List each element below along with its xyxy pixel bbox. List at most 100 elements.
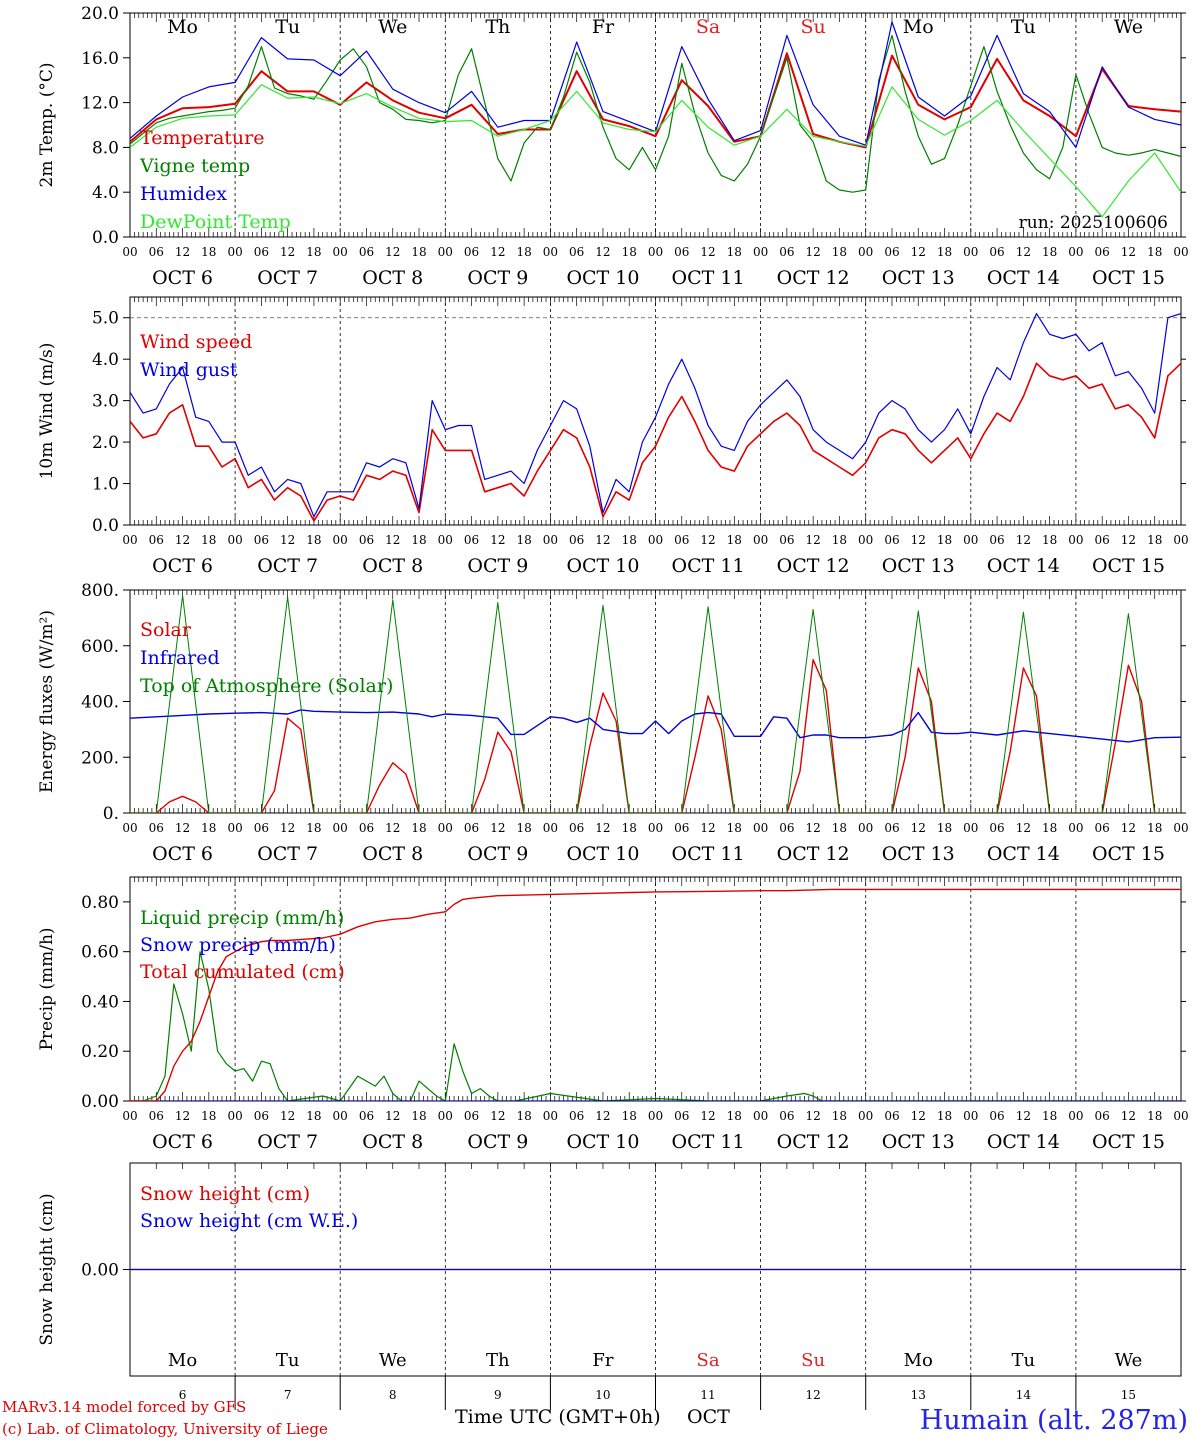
hour-tick-label: 00 (1068, 821, 1083, 835)
hour-tick-label: 00 (1068, 245, 1083, 259)
hour-tick-label: 06 (569, 533, 584, 547)
legend-entry: Infrared (140, 647, 220, 669)
date-label: OCT 6 (152, 843, 213, 865)
hour-tick-label: 18 (1147, 533, 1162, 547)
y-tick-label: 0.80 (81, 893, 119, 913)
day-name-label: Su (801, 16, 826, 38)
hour-tick-label: 06 (464, 533, 479, 547)
hour-tick-label: 00 (438, 821, 453, 835)
hour-tick-label: 06 (1095, 533, 1110, 547)
series-line-infrared (130, 709, 1181, 743)
hour-tick-label: 18 (727, 1109, 742, 1123)
series-line-vigne-temp (130, 34, 1181, 193)
x-axis-month: OCT (687, 1406, 730, 1428)
hour-tick-label: 18 (201, 1109, 216, 1123)
hour-tick-label: 00 (1068, 1109, 1083, 1123)
hour-tick-label: 00 (543, 821, 558, 835)
day-name-label: We (1114, 16, 1143, 38)
hour-tick-label: 12 (700, 533, 715, 547)
hour-tick-label: 00 (858, 821, 873, 835)
hour-tick-label: 12 (385, 245, 400, 259)
hour-tick-label: 00 (227, 533, 242, 547)
hour-tick-label: 06 (884, 245, 899, 259)
legend-entry: Snow precip (mm/h) (140, 934, 336, 956)
hour-tick-label: 18 (1042, 1109, 1057, 1123)
meteogram-panels: 00 06 12 18 00 06 12 18 00 06 12 18 00 06 12 18 00 06 12 18… (37, 4, 1189, 1410)
hour-tick-label: 06 (1095, 821, 1110, 835)
date-label: OCT 14 (987, 1131, 1060, 1153)
date-label: OCT 6 (152, 267, 213, 289)
day-number-label: 12 (806, 1388, 821, 1402)
hour-tick-label: 00 (543, 533, 558, 547)
hour-tick-label: 12 (175, 533, 190, 547)
y-tick-label: 600. (81, 637, 119, 657)
hour-tick-label: 06 (989, 533, 1004, 547)
hour-tick-label: 00 (753, 821, 768, 835)
hour-tick-label: 00 (1173, 821, 1188, 835)
hour-tick-label: 06 (149, 245, 164, 259)
day-number-label: 6 (179, 1388, 187, 1402)
hour-tick-label: 00 (1173, 1109, 1188, 1123)
hour-tick-label: 12 (806, 1109, 821, 1123)
hour-tick-label: 18 (832, 821, 847, 835)
hour-tick-label: 00 (1173, 533, 1188, 547)
hour-tick-label: 06 (674, 533, 689, 547)
date-label: OCT 13 (882, 555, 955, 577)
hour-tick-label: 12 (700, 245, 715, 259)
hour-tick-label: 12 (490, 245, 505, 259)
hour-tick-label: 00 (227, 1109, 242, 1123)
day-number-label: 10 (595, 1388, 610, 1402)
y-tick-label: 200. (81, 748, 119, 768)
hour-tick-label: 06 (989, 1109, 1004, 1123)
hour-tick-label: 00 (1173, 245, 1188, 259)
hour-tick-label: 18 (516, 821, 531, 835)
series-group (130, 595, 1181, 813)
hour-tick-label: 00 (963, 821, 978, 835)
hour-tick-label: 00 (438, 533, 453, 547)
y-tick-label: 0.60 (81, 943, 119, 963)
date-label: OCT 12 (777, 555, 850, 577)
hour-tick-label: 12 (280, 821, 295, 835)
date-label: OCT 8 (362, 843, 423, 865)
hour-tick-label: 18 (937, 533, 952, 547)
hour-tick-label: 06 (1095, 245, 1110, 259)
y-axis-label: Energy fluxes (W/m²) (37, 610, 57, 793)
hour-tick-label: 06 (569, 1109, 584, 1123)
date-label: OCT 11 (672, 843, 745, 865)
date-label: OCT 7 (257, 267, 318, 289)
hour-tick-label: 18 (411, 245, 426, 259)
hour-tick-label: 18 (727, 533, 742, 547)
plot-frame (129, 12, 1182, 238)
hour-tick-label: 18 (411, 533, 426, 547)
date-label: OCT 10 (566, 555, 639, 577)
hour-tick-label: 00 (122, 533, 137, 547)
series-line-wind-gust (130, 313, 1181, 518)
hour-tick-label: 00 (753, 245, 768, 259)
hour-tick-label: 06 (464, 245, 479, 259)
hour-tick-label: 06 (779, 245, 794, 259)
hour-tick-label: 18 (1042, 245, 1057, 259)
hour-tick-label: 00 (648, 245, 663, 259)
hour-tick-label: 12 (280, 245, 295, 259)
hour-tick-label: 00 (963, 1109, 978, 1123)
y-axis-label: 2m Temp. (°C) (37, 62, 57, 187)
legend-entry: Snow height (cm) (140, 1183, 310, 1205)
date-label: OCT 10 (566, 843, 639, 865)
day-name-label: Mo (904, 1350, 933, 1371)
hour-tick-label: 06 (254, 821, 269, 835)
x-axis-title: Time UTC (GMT+0h) (455, 1406, 661, 1428)
hour-tick-label: 00 (333, 245, 348, 259)
hour-tick-label: 18 (1042, 533, 1057, 547)
legend-entry: Top of Atmosphere (Solar) (140, 675, 393, 697)
hour-tick-label: 12 (385, 821, 400, 835)
date-label: OCT 15 (1092, 267, 1165, 289)
chart-panel-temperature: 00 06 12 18 00 06 12 18 00 06 12 18 00 06 12 18 00 06 12 18… (37, 4, 1189, 289)
y-tick-label: 12.0 (81, 94, 119, 114)
day-name-label: We (1115, 1350, 1143, 1371)
hour-tick-label: 18 (516, 1109, 531, 1123)
hour-tick-label: 18 (622, 245, 637, 259)
hour-tick-label: 12 (175, 1109, 190, 1123)
date-label: OCT 11 (672, 267, 745, 289)
day-number-label: 15 (1121, 1388, 1136, 1402)
hour-tick-label: 12 (1121, 245, 1136, 259)
